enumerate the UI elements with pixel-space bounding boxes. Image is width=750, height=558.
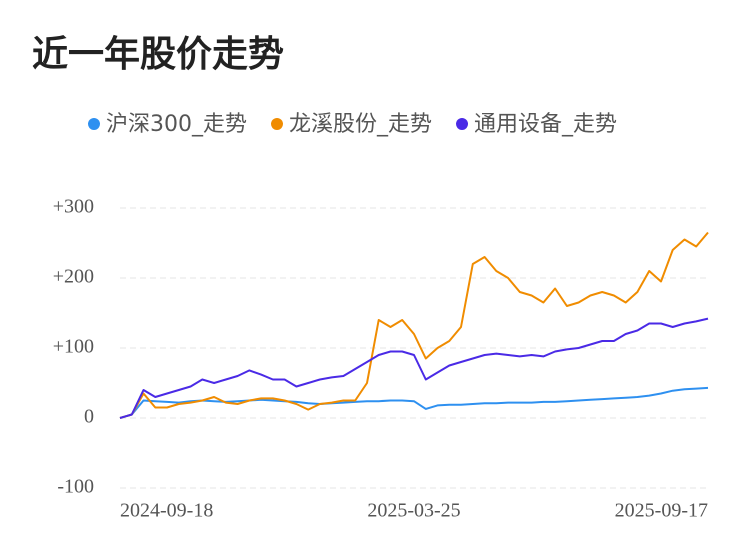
y-tick-label: +100 (53, 336, 94, 358)
chart-title: 近一年股价走势 (32, 34, 284, 75)
legend: 沪深300_走势 龙溪股份_走势 通用设备_走势 (88, 112, 617, 137)
series-line (119, 317, 709, 419)
series-line (119, 386, 709, 419)
y-tick-label: -100 (57, 476, 94, 498)
legend-label: 沪深300_走势 (106, 112, 247, 137)
x-tick-label: 2025-09-17 (615, 500, 708, 522)
legend-label: 龙溪股份_走势 (289, 112, 432, 137)
y-tick-label: 0 (84, 406, 94, 428)
legend-label: 通用设备_走势 (474, 112, 617, 137)
legend-marker (271, 118, 283, 130)
x-tick-label: 2025-03-25 (367, 500, 460, 522)
y-tick-label: +300 (53, 196, 94, 218)
legend-marker (456, 118, 469, 130)
series-line (119, 231, 709, 419)
x-tick-label: 2024-09-18 (120, 500, 213, 522)
legend-marker (88, 118, 100, 130)
y-tick-label: +200 (53, 266, 94, 288)
